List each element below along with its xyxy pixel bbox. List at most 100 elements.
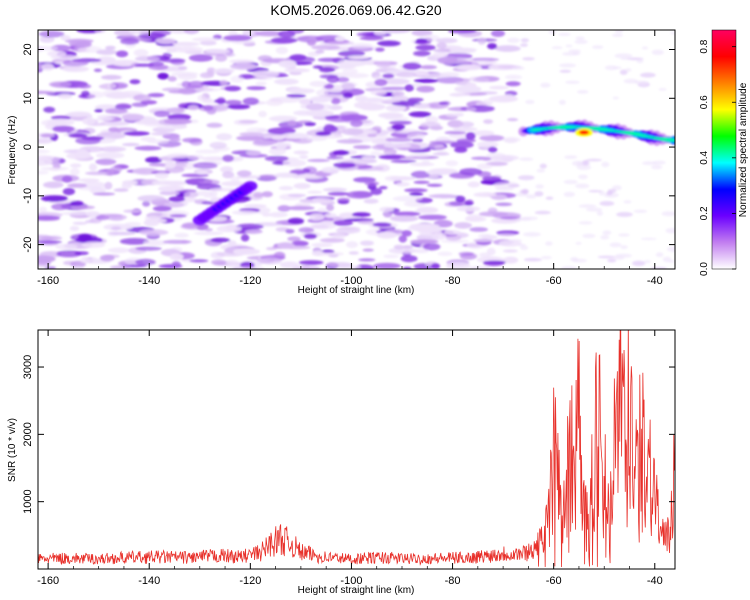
noise-blob — [204, 228, 213, 232]
noise-blob — [209, 141, 227, 149]
noise-blob — [559, 63, 577, 68]
noise-blob — [447, 120, 464, 128]
noise-blob — [298, 260, 324, 265]
noise-blob — [473, 238, 494, 243]
noise-blob — [287, 120, 297, 126]
noise-blob — [415, 44, 436, 51]
noise-blob — [667, 246, 675, 252]
noise-blob — [205, 48, 230, 54]
noise-blob — [370, 90, 387, 96]
noise-blob — [123, 131, 150, 136]
noise-blob — [582, 233, 596, 239]
noise-blob — [258, 174, 279, 180]
noise-blob — [70, 200, 84, 206]
noise-blob — [578, 174, 588, 180]
noise-blob — [274, 172, 298, 178]
noise-blob — [483, 119, 494, 124]
noise-blob — [444, 130, 466, 135]
noise-blob — [592, 45, 604, 49]
noise-blob — [407, 97, 424, 102]
noise-blob — [612, 185, 622, 191]
noise-blob — [525, 194, 537, 199]
noise-blob — [454, 222, 472, 229]
noise-blob — [115, 50, 129, 58]
noise-blob — [620, 57, 632, 60]
noise-blob — [469, 265, 491, 269]
noise-blob — [360, 240, 374, 246]
noise-blob — [56, 250, 82, 258]
noise-blob — [38, 170, 49, 175]
noise-blob — [353, 145, 372, 150]
noise-blob — [274, 78, 299, 85]
noise-blob — [246, 86, 266, 91]
noise-blob — [242, 97, 260, 106]
noise-blob — [215, 54, 227, 62]
noise-blob — [210, 237, 231, 243]
spectrogram-y-tick-label: -10 — [22, 188, 34, 204]
noise-blob — [129, 79, 141, 85]
noise-blob — [351, 212, 371, 218]
noise-blob — [154, 172, 169, 179]
noise-blob — [536, 168, 546, 173]
colorbar-tick-label: 0.6 — [699, 95, 710, 109]
noise-blob — [147, 93, 165, 98]
noise-blob — [651, 164, 663, 170]
noise-blob — [150, 132, 171, 136]
noise-blob — [157, 124, 187, 130]
noise-blob — [148, 162, 166, 167]
noise-blob — [287, 236, 301, 242]
noise-blob — [362, 248, 374, 252]
noise-blob — [331, 97, 341, 105]
noise-blob — [483, 260, 506, 265]
noise-blob — [122, 142, 140, 147]
colorbar-tick-label: 0.8 — [699, 39, 710, 53]
noise-blob — [267, 127, 296, 135]
noise-blob — [337, 60, 367, 67]
noise-blob — [240, 234, 250, 242]
band-blob — [641, 135, 652, 138]
snr-x-tick-label: -40 — [647, 575, 663, 587]
noise-blob — [363, 198, 379, 204]
noise-blob — [275, 46, 289, 55]
noise-blob — [616, 212, 633, 217]
noise-blob — [213, 68, 235, 74]
noise-blob — [429, 140, 457, 144]
noise-blob — [89, 187, 106, 194]
noise-blob — [539, 163, 547, 169]
noise-blob — [375, 61, 392, 68]
noise-blob — [253, 139, 278, 145]
noise-blob — [614, 53, 633, 59]
colorbar-gradient — [711, 29, 737, 270]
noise-blob — [192, 162, 218, 169]
noise-blob — [134, 145, 162, 151]
noise-blob — [322, 187, 348, 192]
spectrogram-x-tick-label: -160 — [37, 275, 59, 287]
noise-blob — [82, 117, 96, 125]
noise-blob — [62, 188, 75, 196]
noise-blob — [491, 30, 505, 37]
noise-blob — [326, 75, 340, 84]
noise-blob — [636, 59, 644, 64]
noise-blob — [602, 230, 612, 235]
noise-blob — [347, 55, 370, 60]
noise-blob — [95, 152, 125, 159]
noise-blob — [475, 101, 493, 107]
snr-x-tick-label: -80 — [445, 575, 461, 587]
noise-blob — [40, 195, 68, 202]
noise-blob — [167, 76, 177, 82]
noise-blob — [377, 40, 401, 47]
noise-blob — [446, 262, 471, 269]
noise-blob — [230, 75, 244, 83]
noise-blob — [298, 227, 314, 233]
noise-blob — [519, 189, 529, 194]
noise-blob — [107, 83, 117, 89]
noise-blob — [38, 46, 59, 51]
noise-blob — [597, 255, 616, 259]
noise-blob — [189, 259, 209, 263]
noise-blob — [523, 257, 542, 262]
noise-blob — [456, 64, 482, 71]
noise-blob — [285, 229, 295, 234]
noise-blob — [221, 181, 246, 187]
noise-blob — [505, 81, 521, 87]
